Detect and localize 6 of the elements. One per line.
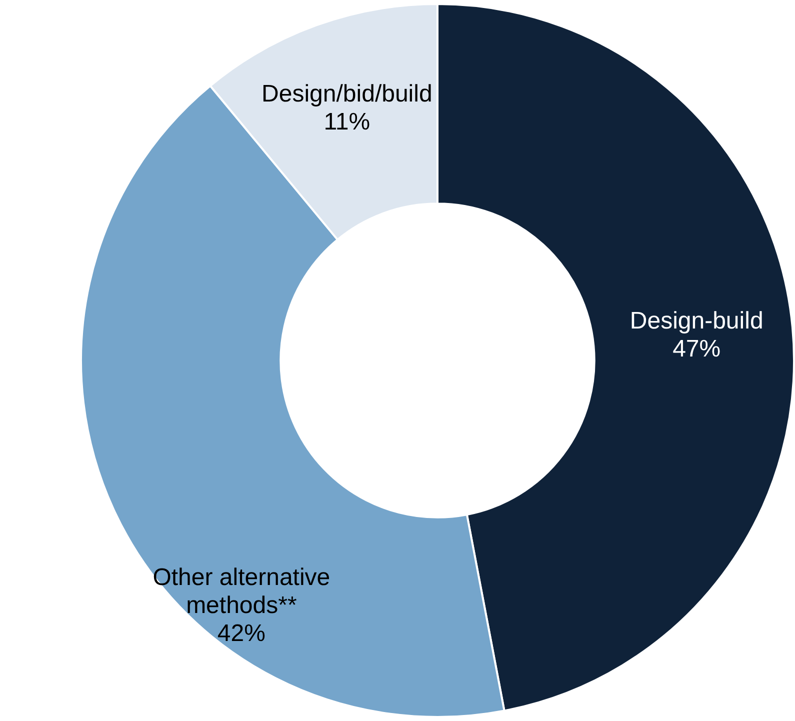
data-label: 11% [324,108,370,136]
slice-label: Other alternative methods** [152,564,330,620]
slice-label: Design/bid/build [262,80,432,108]
slice-label: Design-build [630,308,764,335]
data-label: 47% [672,336,721,363]
data-label: 42% [217,620,266,648]
